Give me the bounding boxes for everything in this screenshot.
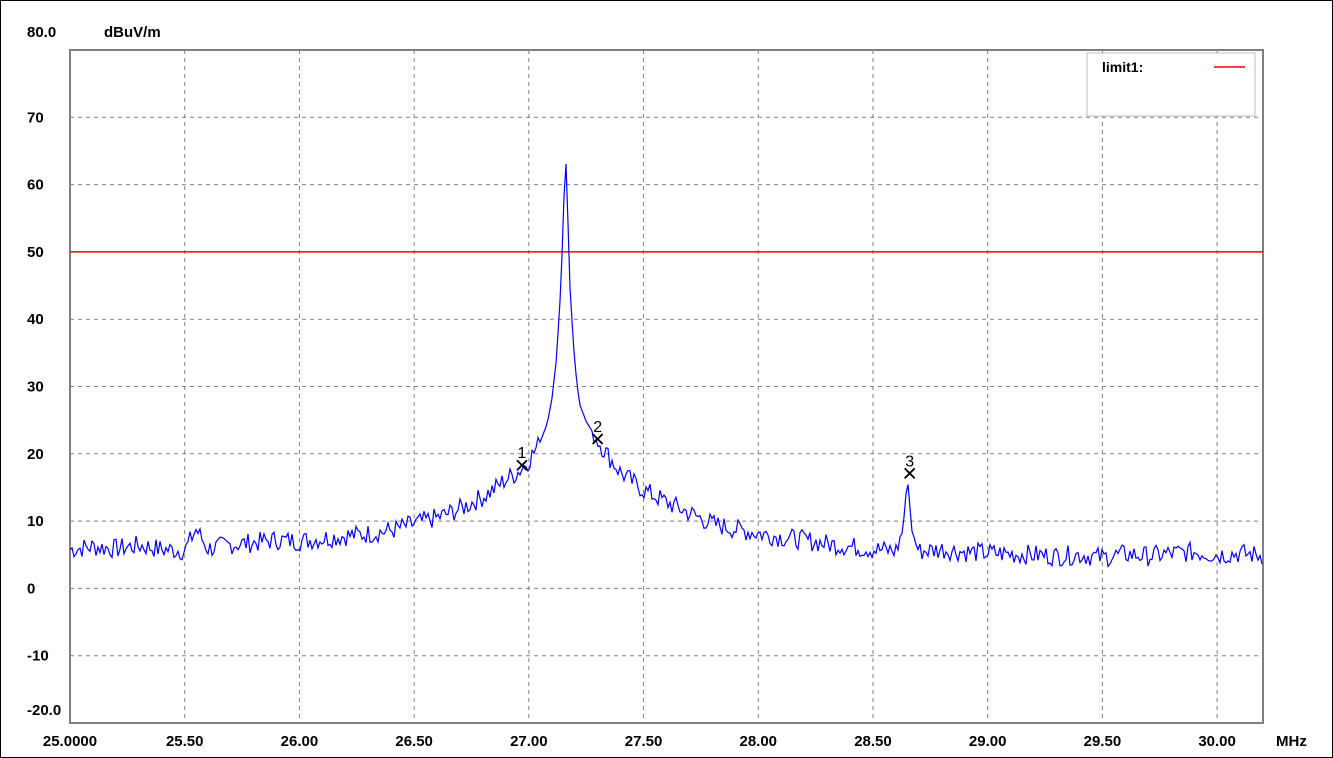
x-tick-label: 28.00 <box>739 733 777 750</box>
x-tick-label: 29.50 <box>1084 733 1122 750</box>
legend-limit-label: limit1: <box>1102 59 1143 75</box>
y-tick-label: 70 <box>27 109 44 126</box>
x-tick-label: 27.50 <box>625 733 663 750</box>
spectrum-trace <box>69 163 1263 568</box>
x-tick-label: 25.50 <box>166 733 204 750</box>
marker-3: 3 <box>904 453 916 479</box>
x-tick-label: 30.00 <box>1198 733 1236 750</box>
marker-label: 2 <box>593 419 602 436</box>
marker-2: 2 <box>592 419 604 445</box>
x-tick-label: 27.00 <box>510 733 548 750</box>
x-tick-label: 29.00 <box>969 733 1007 750</box>
y-tick-label: 50 <box>27 244 44 261</box>
y-tick-label: -10 <box>27 648 49 665</box>
x-tick-label: 25.0000 <box>43 733 97 750</box>
marker-cross <box>592 433 604 445</box>
y-axis-unit: dBuV/m <box>104 24 161 41</box>
y-tick-label: 0 <box>27 580 35 597</box>
marker-cross <box>516 459 528 471</box>
y-tick-label: 40 <box>27 311 44 328</box>
marker-label: 1 <box>518 445 527 462</box>
y-tick-label: -20.0 <box>27 702 61 719</box>
x-tick-label: 26.00 <box>281 733 319 750</box>
marker-label: 3 <box>905 453 914 470</box>
y-tick-label: 30 <box>27 379 44 396</box>
y-tick-label: 80.0 <box>27 24 56 41</box>
legend-box <box>1086 52 1256 117</box>
y-tick-label: 60 <box>27 177 44 194</box>
marker-1: 1 <box>516 445 528 471</box>
x-tick-labels: 25.0000 25.50 26.00 26.50 27.00 27.50 28.00 28.… <box>43 733 1236 750</box>
x-tick-label: 28.50 <box>854 733 892 750</box>
y-tick-label: 10 <box>27 513 44 530</box>
x-tick-label: 26.50 <box>395 733 433 750</box>
x-axis-unit: MHz <box>1276 733 1307 750</box>
marker-cross <box>904 467 916 479</box>
y-tick-labels: 80.0 70 60 50 40 30 20 10 0 -10 -20.0 <box>27 24 61 719</box>
legend: limit1: <box>1086 52 1256 117</box>
y-tick-label: 20 <box>27 446 44 463</box>
markers: 1 2 3 <box>516 419 916 479</box>
